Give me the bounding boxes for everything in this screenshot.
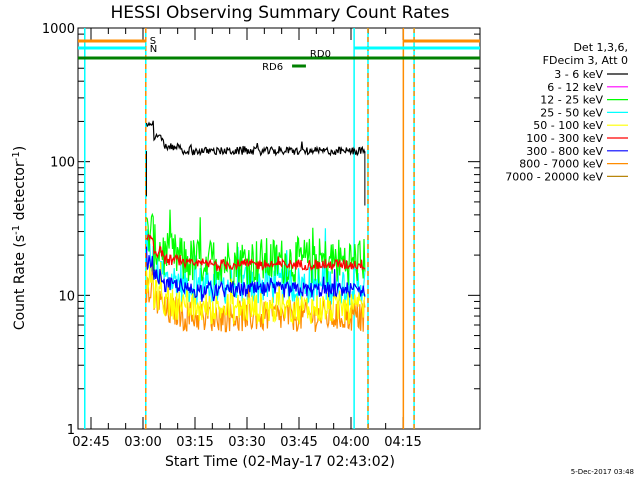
rd0-label: RD0 <box>310 49 331 60</box>
x-tick-label: 04:15 <box>384 435 421 450</box>
x-tick: 03:15 <box>176 28 214 450</box>
y-axis-label-main: Count Rate (s <box>12 235 28 330</box>
x-tick-label: 04:00 <box>332 435 369 450</box>
x-tick: 02:45 <box>72 28 110 450</box>
x-tick-label: 03:30 <box>228 435 265 450</box>
legend-label: 6 - 12 keV <box>547 81 603 94</box>
y-axis-label: Count Rate (s-1 detector-1) <box>11 146 29 330</box>
x-tick: 04:00 <box>332 28 370 450</box>
x-tick-label: 02:45 <box>72 435 109 450</box>
y-tick-label: 1 <box>67 423 75 438</box>
y-axis-label-sup1: -1 <box>11 225 22 235</box>
legend-label: 300 - 800 keV <box>526 145 603 158</box>
y-axis-ticks: 1 10 100 1000 <box>42 22 480 438</box>
x-axis-label: Start Time (02-May-17 02:43:02) <box>165 454 395 470</box>
rd6-label: RD6 <box>262 62 283 73</box>
legend-label: 3 - 6 keV <box>554 68 603 81</box>
legend-item: 12 - 25 keV <box>540 94 628 107</box>
y-tick: 1000 <box>42 22 480 37</box>
legend-item: 800 - 7000 keV <box>519 158 628 171</box>
plot-frame <box>77 27 481 430</box>
legend-item: 7000 - 20000 keV <box>505 170 628 183</box>
series-line-2 <box>145 209 366 286</box>
legend-item: 6 - 12 keV <box>547 81 628 94</box>
legend-label: 100 - 300 keV <box>526 132 603 145</box>
legend-header-1: Det 1,3,6, <box>573 41 628 54</box>
y-tick-label: 10 <box>58 289 75 304</box>
legend-header-2: FDecim 3, Att 0 <box>543 54 628 67</box>
y-tick: 1 <box>67 423 480 438</box>
x-tick-label: 03:15 <box>176 435 213 450</box>
legend-item: 300 - 800 keV <box>526 145 628 158</box>
series-line-5 <box>146 233 366 272</box>
series-lines <box>145 120 366 333</box>
y-tick-label: 100 <box>50 156 75 171</box>
y-axis-label-end: ) <box>12 146 28 151</box>
status-bars: SN RD0 RD6 <box>78 36 480 73</box>
legend-item: 100 - 300 keV <box>526 132 628 145</box>
y-tick-label: 1000 <box>42 22 75 37</box>
series-line-6 <box>145 246 366 302</box>
legend-label: 800 - 7000 keV <box>519 158 603 171</box>
chart-title: HESSI Observing Summary Count Rates <box>110 3 449 23</box>
series-line-0 <box>145 120 366 157</box>
legend-item: 3 - 6 keV <box>554 68 628 81</box>
y-axis-label-mid: detector <box>12 161 28 225</box>
legend-item: 25 - 50 keV <box>540 106 628 119</box>
y-tick: 10 <box>58 289 480 304</box>
legend-item: 50 - 100 keV <box>533 119 628 132</box>
y-axis-label-sup2: -1 <box>11 151 22 161</box>
x-tick-label: 03:45 <box>280 435 317 450</box>
series-line-4 <box>145 261 366 325</box>
x-tick: 03:30 <box>228 28 266 450</box>
saa-label: S <box>150 36 156 47</box>
x-tick-label: 03:00 <box>124 435 161 450</box>
legend-label: 25 - 50 keV <box>540 106 603 119</box>
x-tick: 03:45 <box>280 28 318 450</box>
legend-label: 12 - 25 keV <box>540 94 603 107</box>
x-axis-ticks: 02:45 03:00 03:15 03:30 03:45 04:00 04:15 <box>72 28 422 450</box>
night-label: N <box>150 44 157 55</box>
x-tick: 03:00 <box>124 28 162 450</box>
legend-label: 7000 - 20000 keV <box>505 170 603 183</box>
vertical-markers <box>84 28 415 429</box>
y-tick: 100 <box>50 156 480 171</box>
footer-timestamp: 5-Dec-2017 03:48 <box>571 468 634 476</box>
legend-label: 50 - 100 keV <box>533 119 603 132</box>
